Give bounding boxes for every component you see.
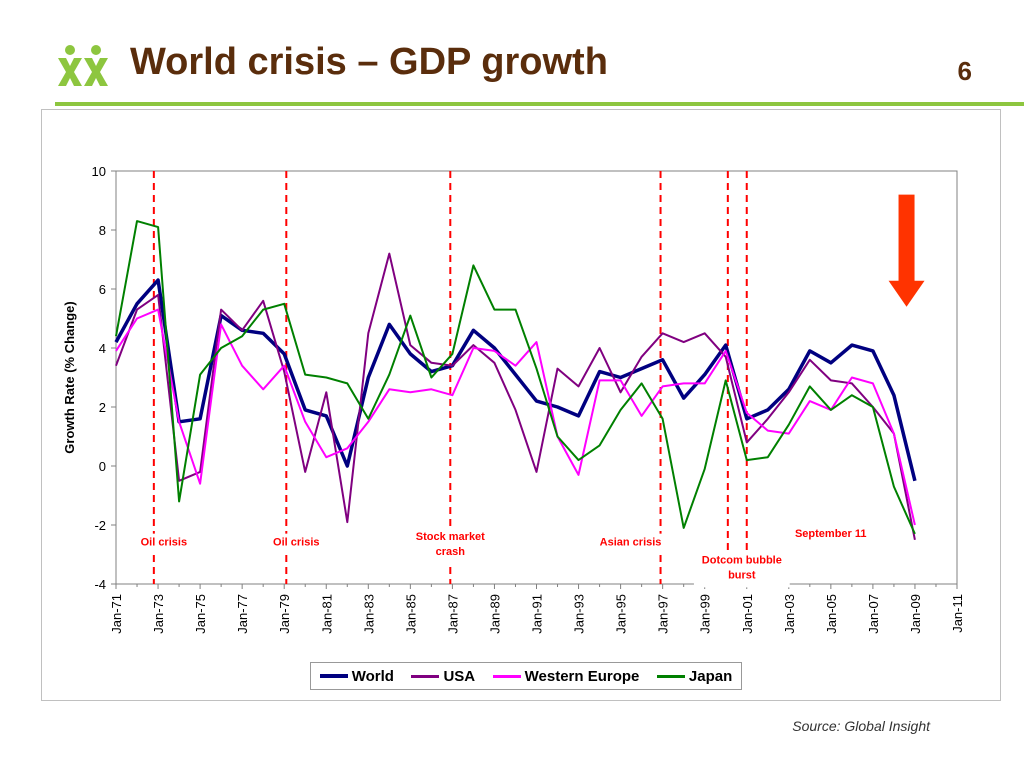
series-line-world xyxy=(114,278,917,482)
event-label-bg xyxy=(405,527,495,564)
x-tick-label: Jan-85 xyxy=(403,594,418,634)
title-divider xyxy=(55,102,1024,106)
y-tick-label: 10 xyxy=(92,164,106,179)
x-tick-label: Jan-81 xyxy=(319,594,334,634)
x-tick-label: Jan-79 xyxy=(277,594,292,634)
event-label: Oil crisis xyxy=(141,537,187,549)
x-tick-label: Jan-83 xyxy=(361,594,376,634)
legend-item: USA xyxy=(411,668,475,685)
x-tick-label: Jan-93 xyxy=(572,594,587,634)
y-tick-label: 8 xyxy=(99,223,106,238)
x-tick-label: Jan-87 xyxy=(445,594,460,634)
event-label: crash xyxy=(436,546,466,558)
y-tick-label: 6 xyxy=(99,282,106,297)
x-tick-label: Jan-95 xyxy=(614,594,629,634)
event-label: September 11 xyxy=(795,528,867,540)
x-tick-label: Jan-77 xyxy=(235,594,250,634)
x-tick-label: Jan-99 xyxy=(698,594,713,634)
legend-swatch xyxy=(492,674,521,678)
y-tick-label: -4 xyxy=(94,577,106,592)
x-tick-label: Jan-73 xyxy=(151,594,166,634)
event-label-bg xyxy=(125,533,202,555)
gdp-growth-chart: -4 -2 0 2 4 6 8 10 Growth Rate (% Change) Jan-71 J… xyxy=(62,164,965,634)
series-line-japan xyxy=(115,220,916,535)
legend-label: World xyxy=(351,667,394,685)
y-tick-label: 4 xyxy=(99,341,106,356)
x-tick-label: Jan-05 xyxy=(824,594,839,634)
y-axis-label: Growth Rate (% Change) xyxy=(62,301,77,453)
event-label: Stock market xyxy=(416,531,485,543)
event-label-bg xyxy=(585,533,676,555)
legend-label: Western Europe xyxy=(524,667,640,685)
event-label-bg xyxy=(693,551,790,588)
page-number: 6 xyxy=(957,56,972,86)
two-person-logo-icon xyxy=(58,45,108,86)
x-tick-label: Jan-71 xyxy=(109,594,124,634)
x-tick-label: Jan-07 xyxy=(866,594,881,634)
chart-legend: World USA Western Europe Japan xyxy=(310,662,742,690)
series-line-usa xyxy=(115,252,916,540)
event-label: burst xyxy=(728,569,756,581)
legend-label: Japan xyxy=(688,667,733,685)
event-label-bg xyxy=(258,533,335,555)
y-tick-label: -2 xyxy=(94,518,106,533)
legend-item: Japan xyxy=(656,667,733,685)
legend-swatch xyxy=(656,674,685,678)
legend-swatch xyxy=(319,674,348,678)
x-tick-label: Jan-11 xyxy=(950,594,965,633)
x-tick-label: Jan-97 xyxy=(656,594,671,634)
event-label: Asian crisis xyxy=(600,537,662,549)
x-tick-label: Jan-03 xyxy=(782,594,797,634)
legend-item: World xyxy=(319,667,394,685)
x-tick-label: Jan-75 xyxy=(193,594,208,634)
legend-label: USA xyxy=(443,667,476,685)
down-arrow-icon xyxy=(888,194,925,307)
plot-area xyxy=(115,170,958,585)
legend-item: Western Europe xyxy=(492,667,640,685)
chart-frame: -4 -2 0 2 4 6 8 10 Growth Rate (% Change) Jan-71 J… xyxy=(41,109,1001,701)
legend-swatch xyxy=(411,674,440,678)
y-tick-label: 2 xyxy=(99,400,106,415)
source-note: Source: Global Insight xyxy=(792,718,930,734)
series-line-western-europe xyxy=(115,308,916,526)
event-label: Dotcom bubble xyxy=(702,554,782,566)
event-label-bg xyxy=(786,524,876,546)
x-tick-label: Jan-91 xyxy=(530,594,545,634)
event-label: Oil crisis xyxy=(273,537,319,549)
x-tick-label: Jan-89 xyxy=(487,594,502,634)
y-tick-label: 0 xyxy=(99,459,106,474)
slide-title: World crisis – GDP growth xyxy=(130,41,608,83)
x-tick-label: Jan-01 xyxy=(740,594,755,634)
x-tick-label: Jan-09 xyxy=(908,594,923,634)
